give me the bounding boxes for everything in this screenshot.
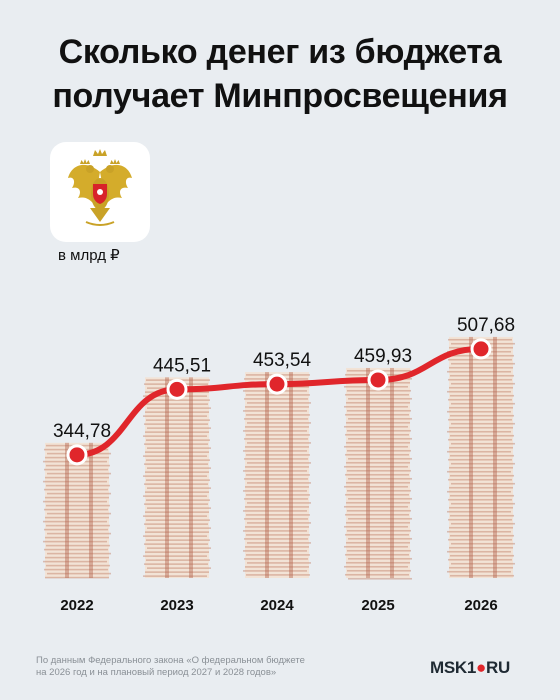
point-2024: [266, 373, 288, 395]
brand-logo: MSK1●RU: [430, 658, 510, 678]
value-label-2022: 344,78: [53, 421, 111, 442]
bar-2023: [143, 377, 211, 578]
value-label-2024: 453,54: [253, 350, 312, 371]
title-line-2: получает Минпросвещения: [52, 77, 508, 115]
unit-label: в млрд ₽: [58, 247, 120, 264]
year-label-2024: 2024: [260, 597, 294, 614]
source-footnote: По данным Федерального закона «О федерал…: [36, 655, 366, 679]
chart-title: Сколько денег из бюджета получает Минпро…: [0, 30, 560, 118]
bar-2024: [243, 372, 311, 578]
point-2026: [470, 338, 492, 360]
logo-part-2: RU: [486, 658, 510, 677]
emblem-card: [50, 142, 150, 242]
bar-2025: [344, 367, 412, 580]
logo-part-1: MSK1: [430, 658, 477, 677]
logo-dot-icon: ●: [476, 658, 487, 677]
value-label-2023: 445,51: [153, 355, 211, 376]
bar-2026: [447, 336, 515, 578]
chart-area: 344,78 2022 445,51 2023 453,54 2024 459,93 2025…: [43, 315, 515, 614]
point-2022: [66, 444, 88, 466]
footnote-line-2: на 2026 год и на плановый период 2027 и …: [36, 667, 277, 678]
year-label-2026: 2026: [464, 597, 497, 614]
coat-of-arms-icon: [68, 149, 132, 226]
value-label-2025: 459,93: [354, 346, 412, 367]
year-label-2023: 2023: [160, 597, 193, 614]
point-2025: [367, 369, 389, 391]
point-2023: [166, 378, 188, 400]
year-label-2022: 2022: [60, 597, 93, 614]
title-line-1: Сколько денег из бюджета: [58, 33, 502, 71]
footnote-line-1: По данным Федерального закона «О федерал…: [36, 655, 305, 666]
value-label-2026: 507,68: [457, 315, 515, 336]
year-label-2025: 2025: [361, 597, 394, 614]
